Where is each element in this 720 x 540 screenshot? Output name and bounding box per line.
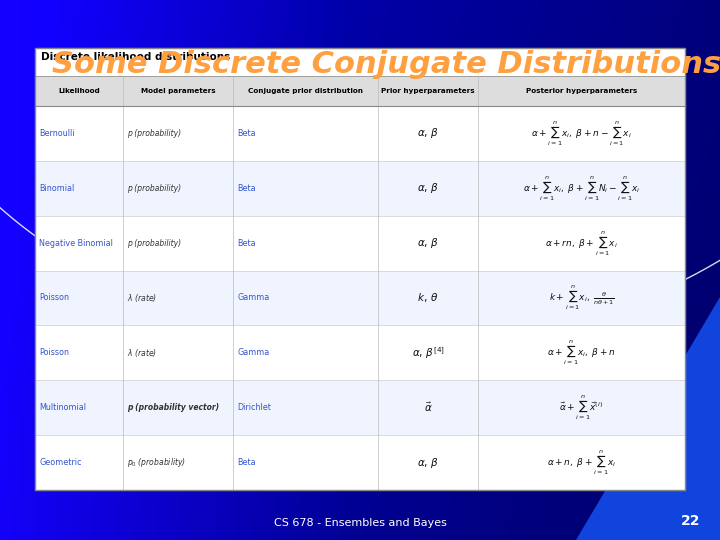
Polygon shape bbox=[576, 297, 720, 540]
Text: $\lambda$ (rate): $\lambda$ (rate) bbox=[127, 292, 157, 304]
FancyBboxPatch shape bbox=[35, 76, 685, 106]
Text: Likelihood: Likelihood bbox=[58, 88, 100, 94]
Text: $\alpha + \sum_{i=1}^{n} x_i,\; \beta + \sum_{i=1}^{n} N_i - \sum_{i=1}^{n} x_i$: $\alpha + \sum_{i=1}^{n} x_i,\; \beta + … bbox=[523, 174, 640, 202]
Text: $k + \sum_{i=1}^{n} x_i,\; \frac{\theta}{n\theta+1}$: $k + \sum_{i=1}^{n} x_i,\; \frac{\theta}… bbox=[549, 284, 614, 313]
Text: p (probability): p (probability) bbox=[127, 239, 181, 248]
Text: $\vec{\alpha} + \sum_{i=1}^{n} \vec{x}^{(i)}$: $\vec{\alpha} + \sum_{i=1}^{n} \vec{x}^{… bbox=[559, 393, 603, 422]
Text: CS 678 - Ensembles and Bayes: CS 678 - Ensembles and Bayes bbox=[274, 518, 446, 528]
Text: Gamma: Gamma bbox=[237, 294, 269, 302]
Text: 22: 22 bbox=[680, 514, 700, 528]
Text: Binomial: Binomial bbox=[39, 184, 74, 193]
Text: Poisson: Poisson bbox=[39, 294, 69, 302]
Text: Dirichlet: Dirichlet bbox=[237, 403, 271, 412]
Text: Some Discrete Conjugate Distributions: Some Discrete Conjugate Distributions bbox=[52, 50, 720, 79]
Text: $\alpha,\, \beta$: $\alpha,\, \beta$ bbox=[417, 236, 439, 250]
FancyBboxPatch shape bbox=[35, 435, 685, 490]
FancyBboxPatch shape bbox=[35, 271, 685, 326]
Text: Posterior hyperparameters: Posterior hyperparameters bbox=[526, 88, 637, 94]
Text: $\lambda$ (rate): $\lambda$ (rate) bbox=[127, 347, 157, 359]
Text: $\alpha + rn,\; \beta + \sum_{i=1}^{n} x_i$: $\alpha + rn,\; \beta + \sum_{i=1}^{n} x… bbox=[545, 229, 618, 258]
Text: Beta: Beta bbox=[237, 129, 256, 138]
Text: Beta: Beta bbox=[237, 239, 256, 248]
Text: $\alpha,\, \beta$: $\alpha,\, \beta$ bbox=[417, 126, 439, 140]
Text: Beta: Beta bbox=[237, 458, 256, 467]
Text: $\alpha,\, \beta$: $\alpha,\, \beta$ bbox=[417, 181, 439, 195]
FancyBboxPatch shape bbox=[35, 161, 685, 215]
Text: $\alpha,\, \beta$: $\alpha,\, \beta$ bbox=[417, 456, 439, 470]
Text: Beta: Beta bbox=[237, 184, 256, 193]
Text: $\alpha + n,\; \beta + \sum_{i=1}^{n} x_i$: $\alpha + n,\; \beta + \sum_{i=1}^{n} x_… bbox=[547, 448, 616, 477]
Text: $k,\, \theta$: $k,\, \theta$ bbox=[418, 292, 438, 305]
FancyBboxPatch shape bbox=[35, 48, 685, 490]
Text: Conjugate prior distribution: Conjugate prior distribution bbox=[248, 88, 363, 94]
Text: $\alpha,\, \beta^{[4]}$: $\alpha,\, \beta^{[4]}$ bbox=[412, 345, 444, 361]
Text: Bernoulli: Bernoulli bbox=[39, 129, 74, 138]
Text: p (probability): p (probability) bbox=[127, 184, 181, 193]
Text: p (probability vector): p (probability vector) bbox=[127, 403, 219, 412]
Text: Multinomial: Multinomial bbox=[39, 403, 86, 412]
Text: p (probability): p (probability) bbox=[127, 129, 181, 138]
Text: Geometric: Geometric bbox=[39, 458, 81, 467]
Text: $\alpha + \sum_{i=1}^{n} x_i,\; \beta + n - \sum_{i=1}^{n} x_i$: $\alpha + \sum_{i=1}^{n} x_i,\; \beta + … bbox=[531, 119, 632, 148]
FancyBboxPatch shape bbox=[35, 326, 685, 380]
Text: $p_0$ (probability): $p_0$ (probability) bbox=[127, 456, 186, 469]
Text: $\alpha + \sum_{i=1}^{n} x_i,\; \beta + n$: $\alpha + \sum_{i=1}^{n} x_i,\; \beta + … bbox=[547, 339, 616, 367]
FancyBboxPatch shape bbox=[35, 106, 685, 161]
Text: Discrete likelihood distributions: Discrete likelihood distributions bbox=[41, 52, 230, 62]
Text: Poisson: Poisson bbox=[39, 348, 69, 357]
Text: Gamma: Gamma bbox=[237, 348, 269, 357]
Text: Negative Binomial: Negative Binomial bbox=[39, 239, 113, 248]
FancyBboxPatch shape bbox=[35, 380, 685, 435]
Text: Prior hyperparameters: Prior hyperparameters bbox=[381, 88, 474, 94]
Text: $\vec{\alpha}$: $\vec{\alpha}$ bbox=[423, 401, 432, 415]
FancyBboxPatch shape bbox=[35, 215, 685, 271]
Text: Model parameters: Model parameters bbox=[140, 88, 215, 94]
